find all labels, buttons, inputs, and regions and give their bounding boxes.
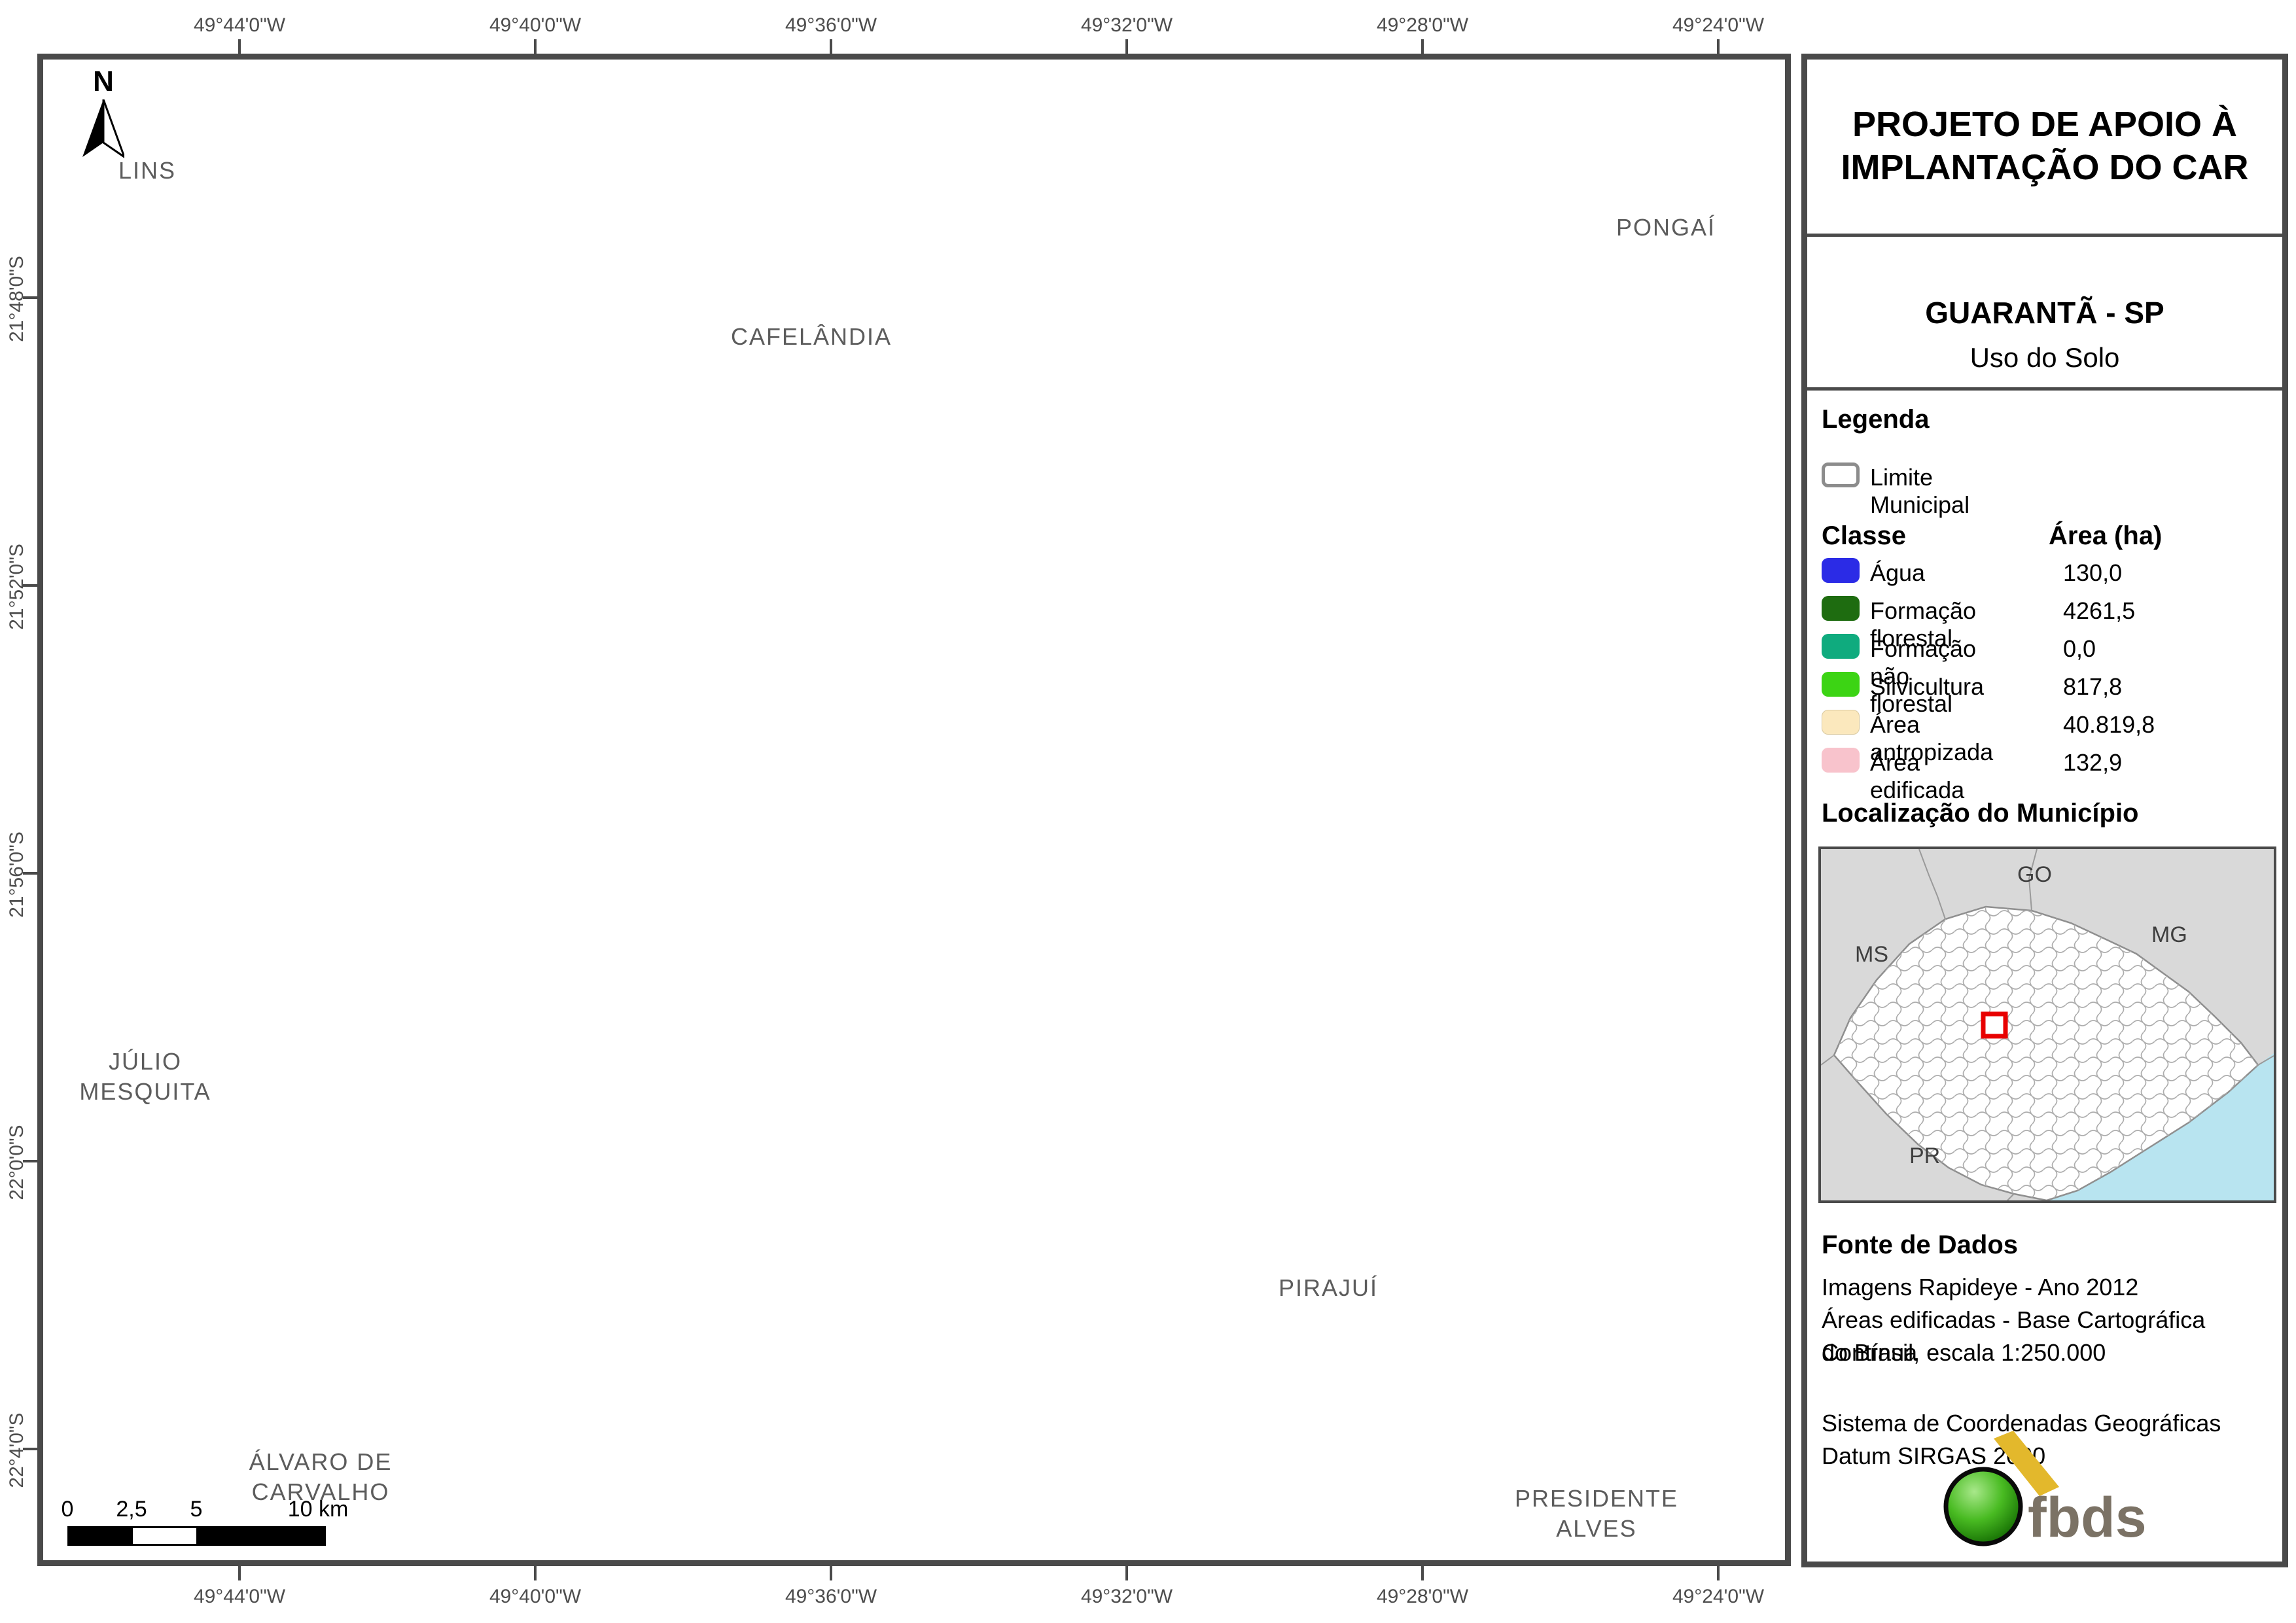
limite-municipal-label: Limite Municipal: [1870, 464, 1970, 518]
lon-label: 49°28'0"W: [1376, 1586, 1469, 1607]
fonte-line1: Imagens Rapideye - Ano 2012: [1822, 1274, 2139, 1300]
north-arrow-label: N: [93, 65, 114, 97]
scalebar-segment: [69, 1528, 133, 1544]
divider: [1807, 234, 2282, 237]
map-subtitle: Uso do Solo: [1969, 342, 2120, 373]
tick: [23, 1448, 37, 1450]
neighbor-label-alvaro-de-carvalho: ÁLVARO DE CARVALHO: [249, 1448, 393, 1505]
scalebar-5: 5: [190, 1497, 203, 1522]
fonte-line2: Áreas edificadas - Base Cartográfica Con…: [1822, 1306, 2206, 1366]
tick: [23, 584, 37, 587]
north-arrow: N: [77, 65, 130, 164]
inset-label-pr: PR: [1909, 1143, 1940, 1168]
lat-label: 21°48'0"S: [6, 256, 27, 342]
tick: [23, 1160, 37, 1162]
lon-label: 49°24'0"W: [1672, 14, 1765, 36]
tick: [1717, 1566, 1720, 1580]
neighbor-label-cafelandia: CAFELÂNDIA: [730, 323, 892, 350]
inset-label-go: GO: [2017, 862, 2052, 887]
lon-label: 49°32'0"W: [1080, 14, 1173, 36]
inset-label-ms: MS: [1855, 942, 1888, 967]
neighbor-label-pongai: PONGAÍ: [1616, 214, 1716, 241]
locator-inset-map: GO MS MG PR: [1818, 846, 2276, 1203]
legend-col-area: Área (ha): [2049, 521, 2163, 550]
tick: [1125, 39, 1128, 54]
fonte-line3: do Brasil, escala 1:250.000: [1822, 1339, 2106, 1366]
agua-swatch: [1822, 558, 1860, 583]
lat-label: 21°56'0"S: [6, 831, 27, 918]
neighbor-label-presidente-alves: PRESIDENTE ALVES: [1514, 1485, 1679, 1542]
tick: [830, 39, 832, 54]
area-edificada-swatch: [1822, 748, 1860, 773]
lon-label: 49°40'0"W: [489, 1586, 582, 1607]
inset-label-mg: MG: [2151, 922, 2187, 947]
tick: [238, 39, 241, 54]
locator-inset-svg: GO MS MG PR: [1820, 848, 2274, 1202]
fbds-logo: fbds: [1943, 1431, 2147, 1549]
page-title: PROJETO DE APOIO À IMPLANTAÇÃO DO CAR: [1841, 105, 2249, 187]
legend-col-classe: Classe: [1822, 521, 1906, 550]
lon-label: 49°28'0"W: [1376, 14, 1469, 36]
neighbor-label-pirajui: PIRAJUÍ: [1278, 1274, 1379, 1301]
fonte-heading: Fonte de Dados: [1822, 1230, 2019, 1259]
scalebar-25: 2,5: [116, 1497, 147, 1522]
lon-label: 49°36'0"W: [785, 1586, 877, 1607]
lon-label: 49°44'0"W: [193, 1586, 286, 1607]
lat-label: 21°52'0"S: [6, 544, 27, 630]
tick: [1421, 1566, 1424, 1580]
ocean: [2047, 1053, 2274, 1200]
logo-gold-bar: [1994, 1431, 2059, 1496]
tick: [534, 1566, 537, 1580]
legend-heading: Legenda: [1822, 405, 1930, 434]
map-frame: [37, 54, 1791, 1566]
lon-label: 49°44'0"W: [193, 14, 286, 36]
scalebar-0: 0: [61, 1497, 74, 1522]
scalebar-segment: [196, 1528, 324, 1544]
lon-label: 49°40'0"W: [489, 14, 582, 36]
limite-municipal-swatch: [1822, 462, 1860, 487]
logo-text: fbds: [2028, 1486, 2147, 1549]
lon-label: 49°36'0"W: [785, 14, 877, 36]
tick: [830, 1566, 832, 1580]
formacao-nao-florestal-swatch: [1822, 634, 1860, 659]
scalebar-10: 10 km: [287, 1497, 349, 1522]
lon-label: 49°32'0"W: [1080, 1586, 1173, 1607]
state-boundaries: [1820, 848, 2274, 1201]
logo-green-sphere: [1943, 1467, 2023, 1546]
municipality-title: GUARANTÃ - SP: [1925, 296, 2164, 330]
tick: [534, 39, 537, 54]
area-antropizada-swatch: [1822, 710, 1860, 735]
fonte-line4: Sistema de Coordenadas Geográficas: [1822, 1410, 2221, 1437]
divider: [1807, 387, 2282, 391]
tick: [238, 1566, 241, 1580]
neighbor-label-julio-mesquita: JÚLIO MESQUITA: [79, 1048, 211, 1105]
north-arrow-icon: [82, 99, 124, 158]
lon-label: 49°24'0"W: [1672, 1586, 1765, 1607]
formacao-florestal-swatch: [1822, 596, 1860, 621]
scalebar-bar: [67, 1526, 326, 1546]
tick: [1125, 1566, 1128, 1580]
info-panel: PROJETO DE APOIO À IMPLANTAÇÃO DO CAR GU…: [1801, 54, 2288, 1567]
tick: [1421, 39, 1424, 54]
tick: [23, 296, 37, 299]
localizacao-heading: Localização do Município: [1822, 799, 2139, 828]
neighbor-label-lins: LINS: [118, 157, 177, 184]
locator-square: [1981, 1011, 2008, 1039]
tick: [1717, 39, 1720, 54]
silvicultura-swatch: [1822, 672, 1860, 697]
tick: [23, 872, 37, 875]
